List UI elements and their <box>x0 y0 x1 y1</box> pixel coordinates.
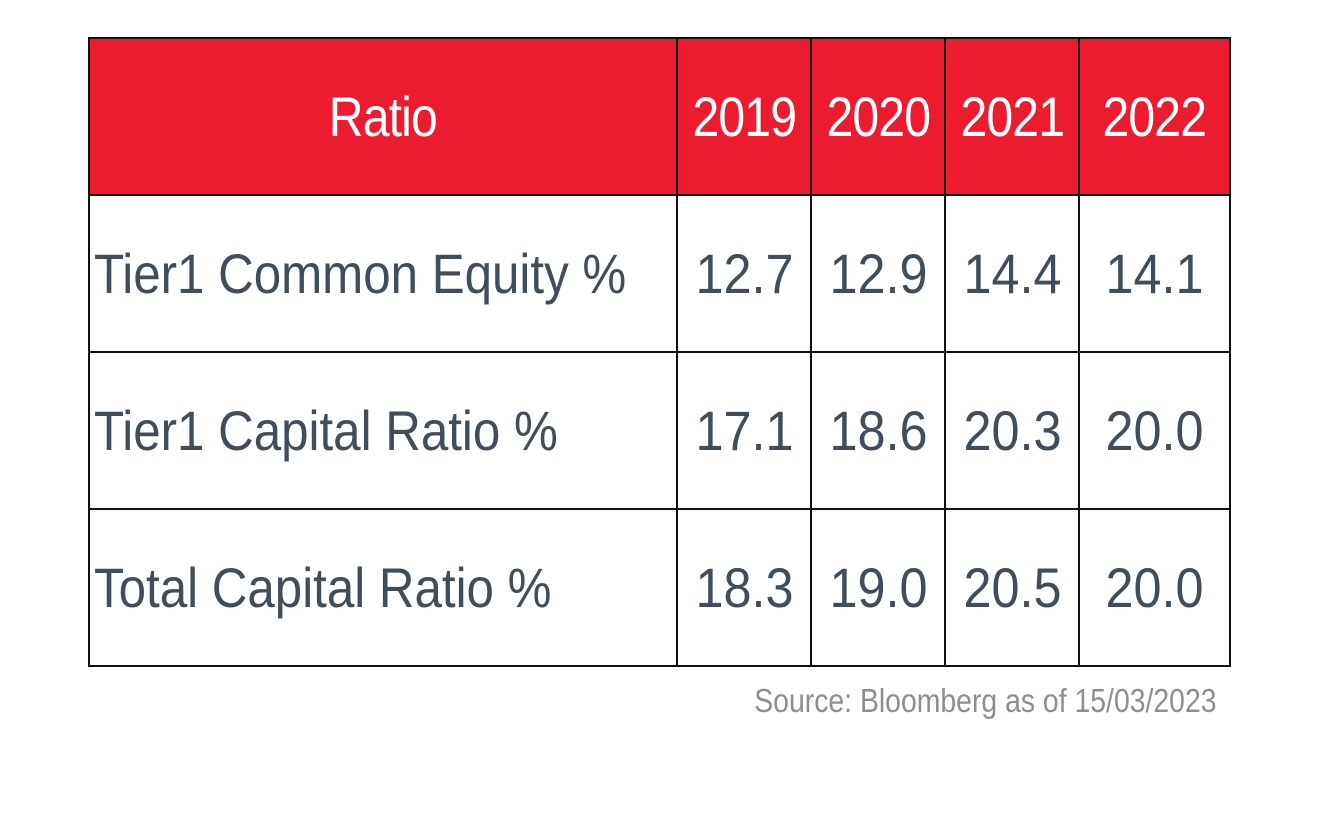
value-cell: 20.0 <box>1078 508 1231 667</box>
header-year-2020: 2020 <box>810 37 946 196</box>
header-year-label: 2019 <box>692 85 797 148</box>
value-cell: 18.6 <box>810 351 946 510</box>
source-note: Source: Bloomberg as of 15/03/2023 <box>679 682 1217 720</box>
value-cell: 12.9 <box>810 194 946 353</box>
cell-value: 20.0 <box>1105 399 1204 462</box>
cell-value: 20.0 <box>1105 556 1204 619</box>
cell-value: 19.0 <box>828 556 928 619</box>
value-cell: 14.1 <box>1078 194 1231 353</box>
header-year-label: 2020 <box>826 85 931 148</box>
header-year-2019: 2019 <box>676 37 812 196</box>
value-cell: 19.0 <box>810 508 946 667</box>
ratio-table-container: Ratio 2019 2020 2021 2022 Tier1 Common E… <box>88 37 1231 667</box>
table-header-row: Ratio 2019 2020 2021 2022 <box>88 37 1231 196</box>
cell-value: 20.5 <box>962 556 1062 619</box>
cell-value: 17.1 <box>694 399 794 462</box>
value-cell: 20.0 <box>1078 351 1231 510</box>
table-row: Tier1 Common Equity % 12.7 12.9 14.4 14.… <box>88 194 1231 353</box>
capital-ratio-table: Ratio 2019 2020 2021 2022 Tier1 Common E… <box>88 37 1231 667</box>
header-year-2021: 2021 <box>944 37 1080 196</box>
header-year-label: 2021 <box>960 85 1065 148</box>
value-cell: 14.4 <box>944 194 1080 353</box>
header-year-2022: 2022 <box>1078 37 1231 196</box>
source-text: Source: Bloomberg as of 15/03/2023 <box>754 682 1217 719</box>
table-row: Tier1 Capital Ratio % 17.1 18.6 20.3 20.… <box>88 351 1231 510</box>
header-ratio: Ratio <box>88 37 678 196</box>
row-label-cell: Tier1 Capital Ratio % <box>88 351 678 510</box>
value-cell: 18.3 <box>676 508 812 667</box>
cell-value: 18.3 <box>694 556 794 619</box>
header-year-label: 2022 <box>1102 85 1208 148</box>
cell-value: 12.9 <box>828 242 928 305</box>
cell-value: 14.1 <box>1105 242 1204 305</box>
header-ratio-label: Ratio <box>328 85 438 148</box>
table-row: Total Capital Ratio % 18.3 19.0 20.5 20.… <box>88 508 1231 667</box>
value-cell: 17.1 <box>676 351 812 510</box>
row-label-cell: Total Capital Ratio % <box>88 508 678 667</box>
value-cell: 12.7 <box>676 194 812 353</box>
row-label: Tier1 Capital Ratio % <box>94 399 558 462</box>
cell-value: 14.4 <box>962 242 1062 305</box>
cell-value: 20.3 <box>962 399 1062 462</box>
row-label: Total Capital Ratio % <box>94 556 552 619</box>
row-label-cell: Tier1 Common Equity % <box>88 194 678 353</box>
value-cell: 20.3 <box>944 351 1080 510</box>
value-cell: 20.5 <box>944 508 1080 667</box>
cell-value: 18.6 <box>828 399 928 462</box>
cell-value: 12.7 <box>694 242 794 305</box>
row-label: Tier1 Common Equity % <box>94 242 627 305</box>
